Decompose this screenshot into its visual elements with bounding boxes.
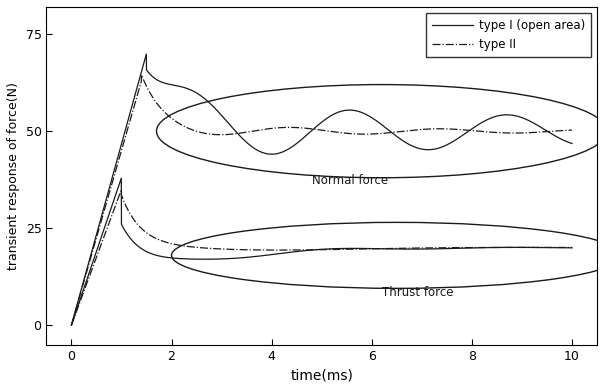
type II — [281, 125, 289, 130]
type I (open area) — [559, 137, 566, 142]
type II — [260, 127, 267, 132]
X-axis label: time(ms): time(ms) — [291, 368, 353, 382]
Text: Normal force: Normal force — [312, 173, 388, 187]
Line: type II: type II — [71, 75, 572, 325]
type I (open area) — [568, 141, 576, 146]
type II — [155, 103, 162, 108]
type I (open area) — [143, 52, 150, 56]
type I (open area) — [281, 149, 289, 153]
type I (open area) — [505, 112, 512, 117]
type I (open area) — [155, 78, 162, 83]
type II — [125, 124, 132, 128]
Line: type I (open area): type I (open area) — [71, 54, 572, 325]
Text: Thrust force: Thrust force — [382, 286, 453, 299]
type II — [505, 131, 512, 135]
type II — [138, 73, 145, 77]
type I (open area) — [260, 151, 267, 155]
type II — [568, 128, 576, 132]
Legend: type I (open area), type II: type I (open area), type II — [426, 13, 591, 56]
type I (open area) — [125, 116, 132, 121]
type I (open area) — [68, 323, 75, 328]
Y-axis label: transient response of force(N): transient response of force(N) — [7, 82, 20, 270]
type II — [68, 323, 75, 328]
type II — [559, 128, 566, 133]
